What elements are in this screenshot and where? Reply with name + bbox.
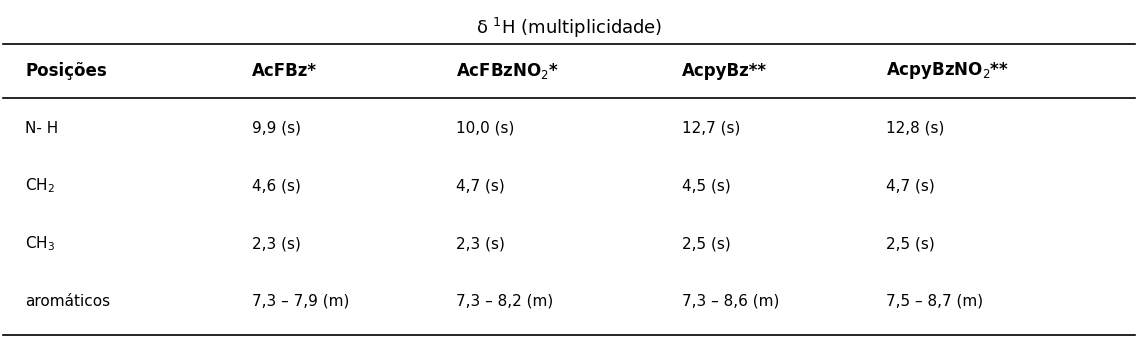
Text: 4,7 (s): 4,7 (s) [887,179,934,194]
Text: Posições: Posições [25,62,107,80]
Text: AcpyBz**: AcpyBz** [683,62,767,80]
Text: 2,3 (s): 2,3 (s) [455,236,504,251]
Text: 4,7 (s): 4,7 (s) [455,179,504,194]
Text: 10,0 (s): 10,0 (s) [455,121,514,136]
Text: 2,5 (s): 2,5 (s) [887,236,934,251]
Text: AcpyBzNO$_{2}$**: AcpyBzNO$_{2}$** [887,60,1009,81]
Text: 7,3 – 8,2 (m): 7,3 – 8,2 (m) [455,294,553,309]
Text: 2,3 (s): 2,3 (s) [251,236,300,251]
Text: CH$_{2}$: CH$_{2}$ [25,177,56,195]
Text: 2,5 (s): 2,5 (s) [683,236,731,251]
Text: aromáticos: aromáticos [25,294,110,309]
Text: 12,8 (s): 12,8 (s) [887,121,945,136]
Text: 7,5 – 8,7 (m): 7,5 – 8,7 (m) [887,294,983,309]
Text: 7,3 – 8,6 (m): 7,3 – 8,6 (m) [683,294,780,309]
Text: 4,5 (s): 4,5 (s) [683,179,731,194]
Text: N- H: N- H [25,121,59,136]
Text: 9,9 (s): 9,9 (s) [251,121,300,136]
Text: CH$_{3}$: CH$_{3}$ [25,235,56,253]
Text: 4,6 (s): 4,6 (s) [251,179,300,194]
Text: 12,7 (s): 12,7 (s) [683,121,741,136]
Text: δ $^{1}$H (multiplicidade): δ $^{1}$H (multiplicidade) [476,16,662,40]
Text: AcFBz*: AcFBz* [251,62,316,80]
Text: 7,3 – 7,9 (m): 7,3 – 7,9 (m) [251,294,349,309]
Text: AcFBzNO$_{2}$*: AcFBzNO$_{2}$* [455,61,559,81]
